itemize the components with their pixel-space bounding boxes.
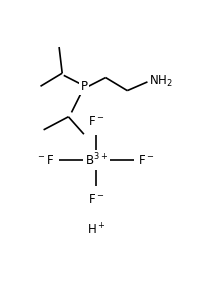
Text: NH$_2$: NH$_2$: [149, 74, 173, 89]
Text: F$^-$: F$^-$: [138, 154, 155, 167]
Text: H$^+$: H$^+$: [87, 222, 106, 238]
Text: F$^-$: F$^-$: [88, 115, 105, 128]
Text: P: P: [80, 80, 87, 93]
Text: $^-$F: $^-$F: [36, 154, 54, 167]
Text: F$^-$: F$^-$: [88, 193, 105, 206]
Text: B$^{3+}$: B$^{3+}$: [85, 152, 108, 169]
